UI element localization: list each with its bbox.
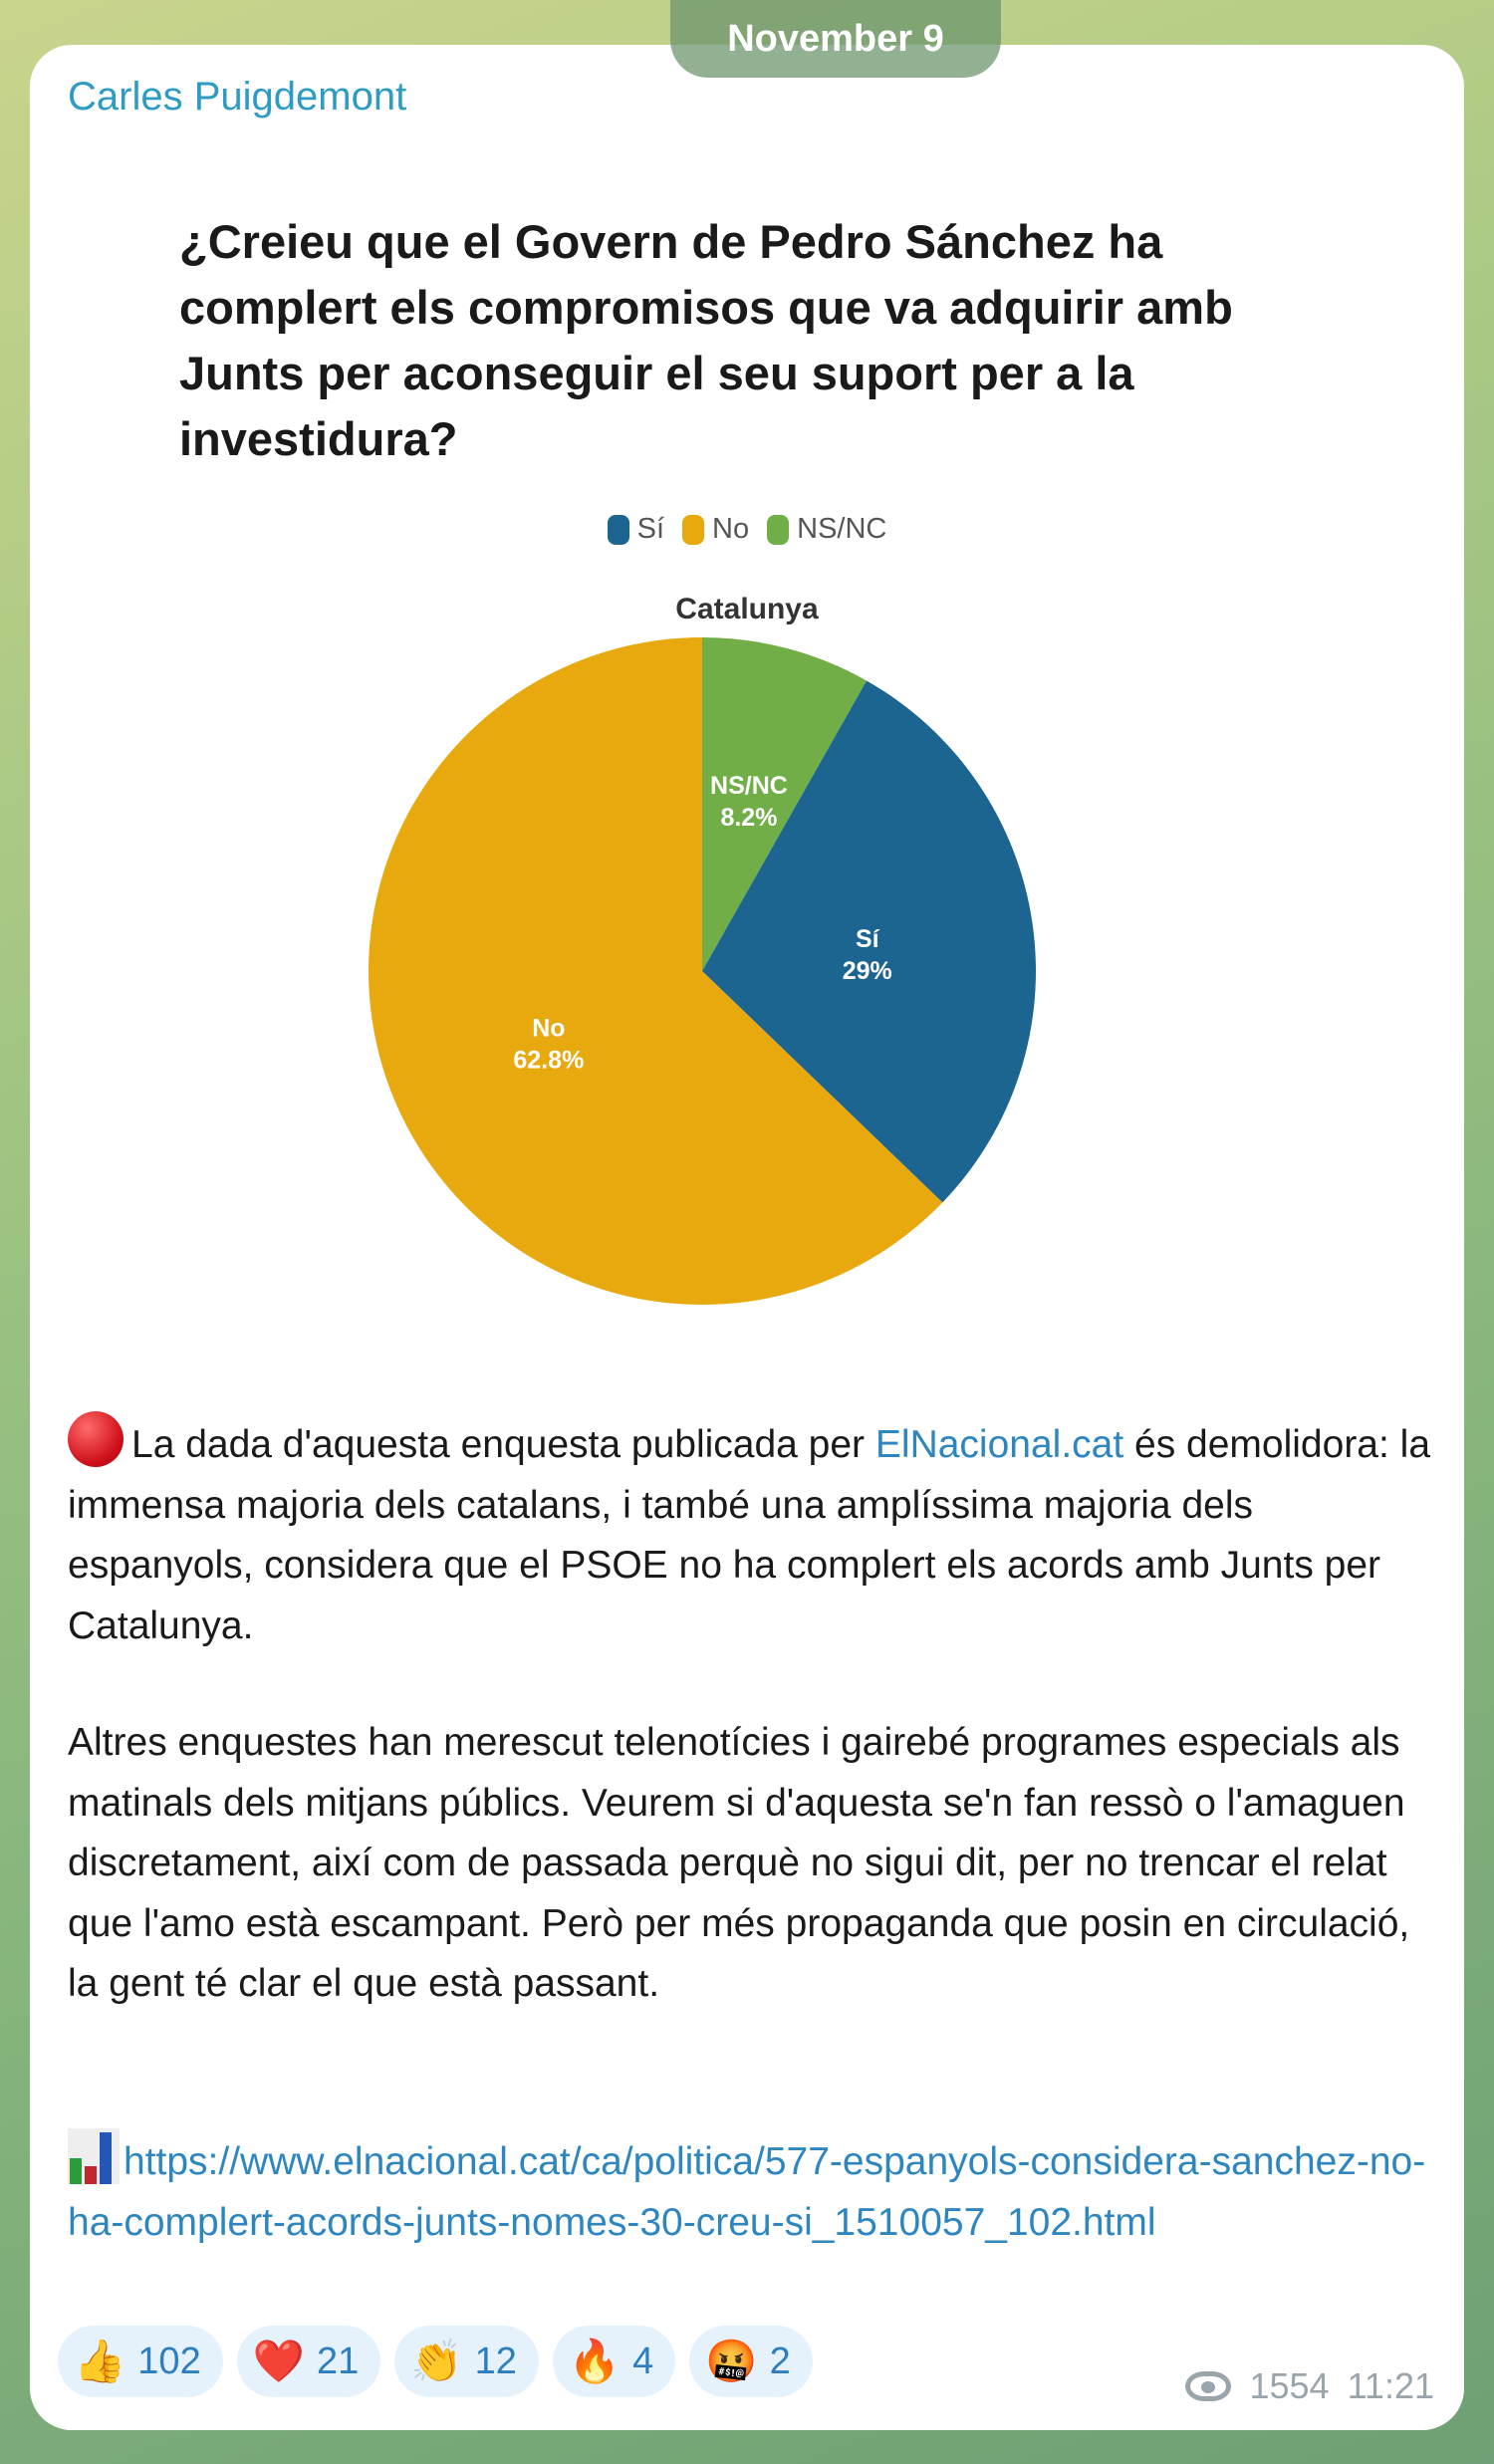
message-link-block: https://www.elnacional.cat/ca/politica/5… — [68, 2128, 1432, 2253]
paragraph-text: La dada d'aquesta enquesta publicada per — [131, 1423, 875, 1466]
article-link[interactable]: https://www.elnacional.cat/ca/politica/5… — [68, 2140, 1426, 2244]
reaction-thumbs-up[interactable]: 👍 102 — [58, 2326, 223, 2397]
eye-icon — [1185, 2371, 1232, 2401]
slice-value-label: 29% — [843, 957, 892, 985]
legend-swatch — [682, 514, 705, 545]
chart-title: ¿Creieu que el Govern de Pedro Sánchez h… — [179, 215, 1233, 465]
pie-slice-nsnc — [702, 637, 868, 971]
legend-label: Sí — [636, 513, 665, 545]
legend-swatch — [607, 514, 629, 545]
legend-item-no: No — [682, 513, 749, 546]
clapping-icon: 👏 — [410, 2338, 463, 2384]
fire-icon: 🔥 — [568, 2338, 622, 2384]
message-time: 11:21 — [1347, 2365, 1434, 2406]
reaction-count: 2 — [769, 2340, 791, 2382]
message-bubble: Carles Puigdemont ¿Creieu que el Govern … — [30, 45, 1464, 2430]
chart-subtitle: Catalunya — [675, 593, 819, 625]
paragraph-text: és demolidora: la immensa majoria dels c… — [68, 1423, 1431, 1647]
reaction-heart[interactable]: ❤️ 21 — [236, 2326, 381, 2397]
slice-label: Sí — [856, 925, 880, 953]
red-circle-icon — [68, 1411, 124, 1467]
reaction-count: 12 — [474, 2340, 517, 2382]
slice-value-label: 62.8% — [513, 1047, 584, 1075]
message-meta: 1554 11:21 — [1185, 2365, 1434, 2407]
reaction-count: 21 — [317, 2340, 360, 2382]
sender-name[interactable]: Carles Puigdemont — [68, 75, 407, 119]
reaction-clapping[interactable]: 👏 12 — [394, 2326, 539, 2397]
legend-label: No — [712, 513, 750, 545]
reaction-fire[interactable]: 🔥 4 — [552, 2326, 676, 2397]
legend-swatch — [767, 514, 790, 545]
pie-slice-no — [369, 637, 943, 1306]
bar-chart-icon — [68, 2128, 120, 2184]
heart-icon: ❤️ — [252, 2338, 305, 2384]
message-paragraph-2: Altres enquestes han merescut telenotíci… — [68, 1721, 1410, 2005]
slice-label: NS/NC — [710, 772, 788, 800]
chart-legend: Sí No NS/NC — [30, 513, 1464, 546]
legend-item-si: Sí — [607, 513, 665, 546]
reaction-count: 102 — [137, 2340, 201, 2382]
reactions-bar: 👍 102 ❤️ 21 👏 12 🔥 4 🤬 2 — [58, 2326, 813, 2397]
slice-label: No — [532, 1015, 565, 1043]
date-pill: November 9 — [670, 0, 1001, 78]
reaction-count: 4 — [632, 2340, 654, 2382]
slice-value-label: 8.2% — [720, 804, 777, 832]
pie-chart: NS/NC 8.2% Sí 29% No 62.8% — [369, 637, 1037, 1306]
pie-slice-s — [702, 680, 1037, 1203]
legend-label: NS/NC — [797, 513, 887, 545]
legend-item-nsnc: NS/NC — [767, 513, 886, 546]
elnacional-link[interactable]: ElNacional.cat — [874, 1423, 1124, 1466]
view-count: 1554 — [1249, 2365, 1330, 2406]
thumbs-up-icon: 👍 — [74, 2338, 126, 2384]
angry-face-icon: 🤬 — [705, 2338, 758, 2384]
reaction-angry-face[interactable]: 🤬 2 — [689, 2326, 813, 2397]
message-paragraph-1: La dada d'aquesta enquesta publicada per… — [68, 1411, 1432, 1656]
